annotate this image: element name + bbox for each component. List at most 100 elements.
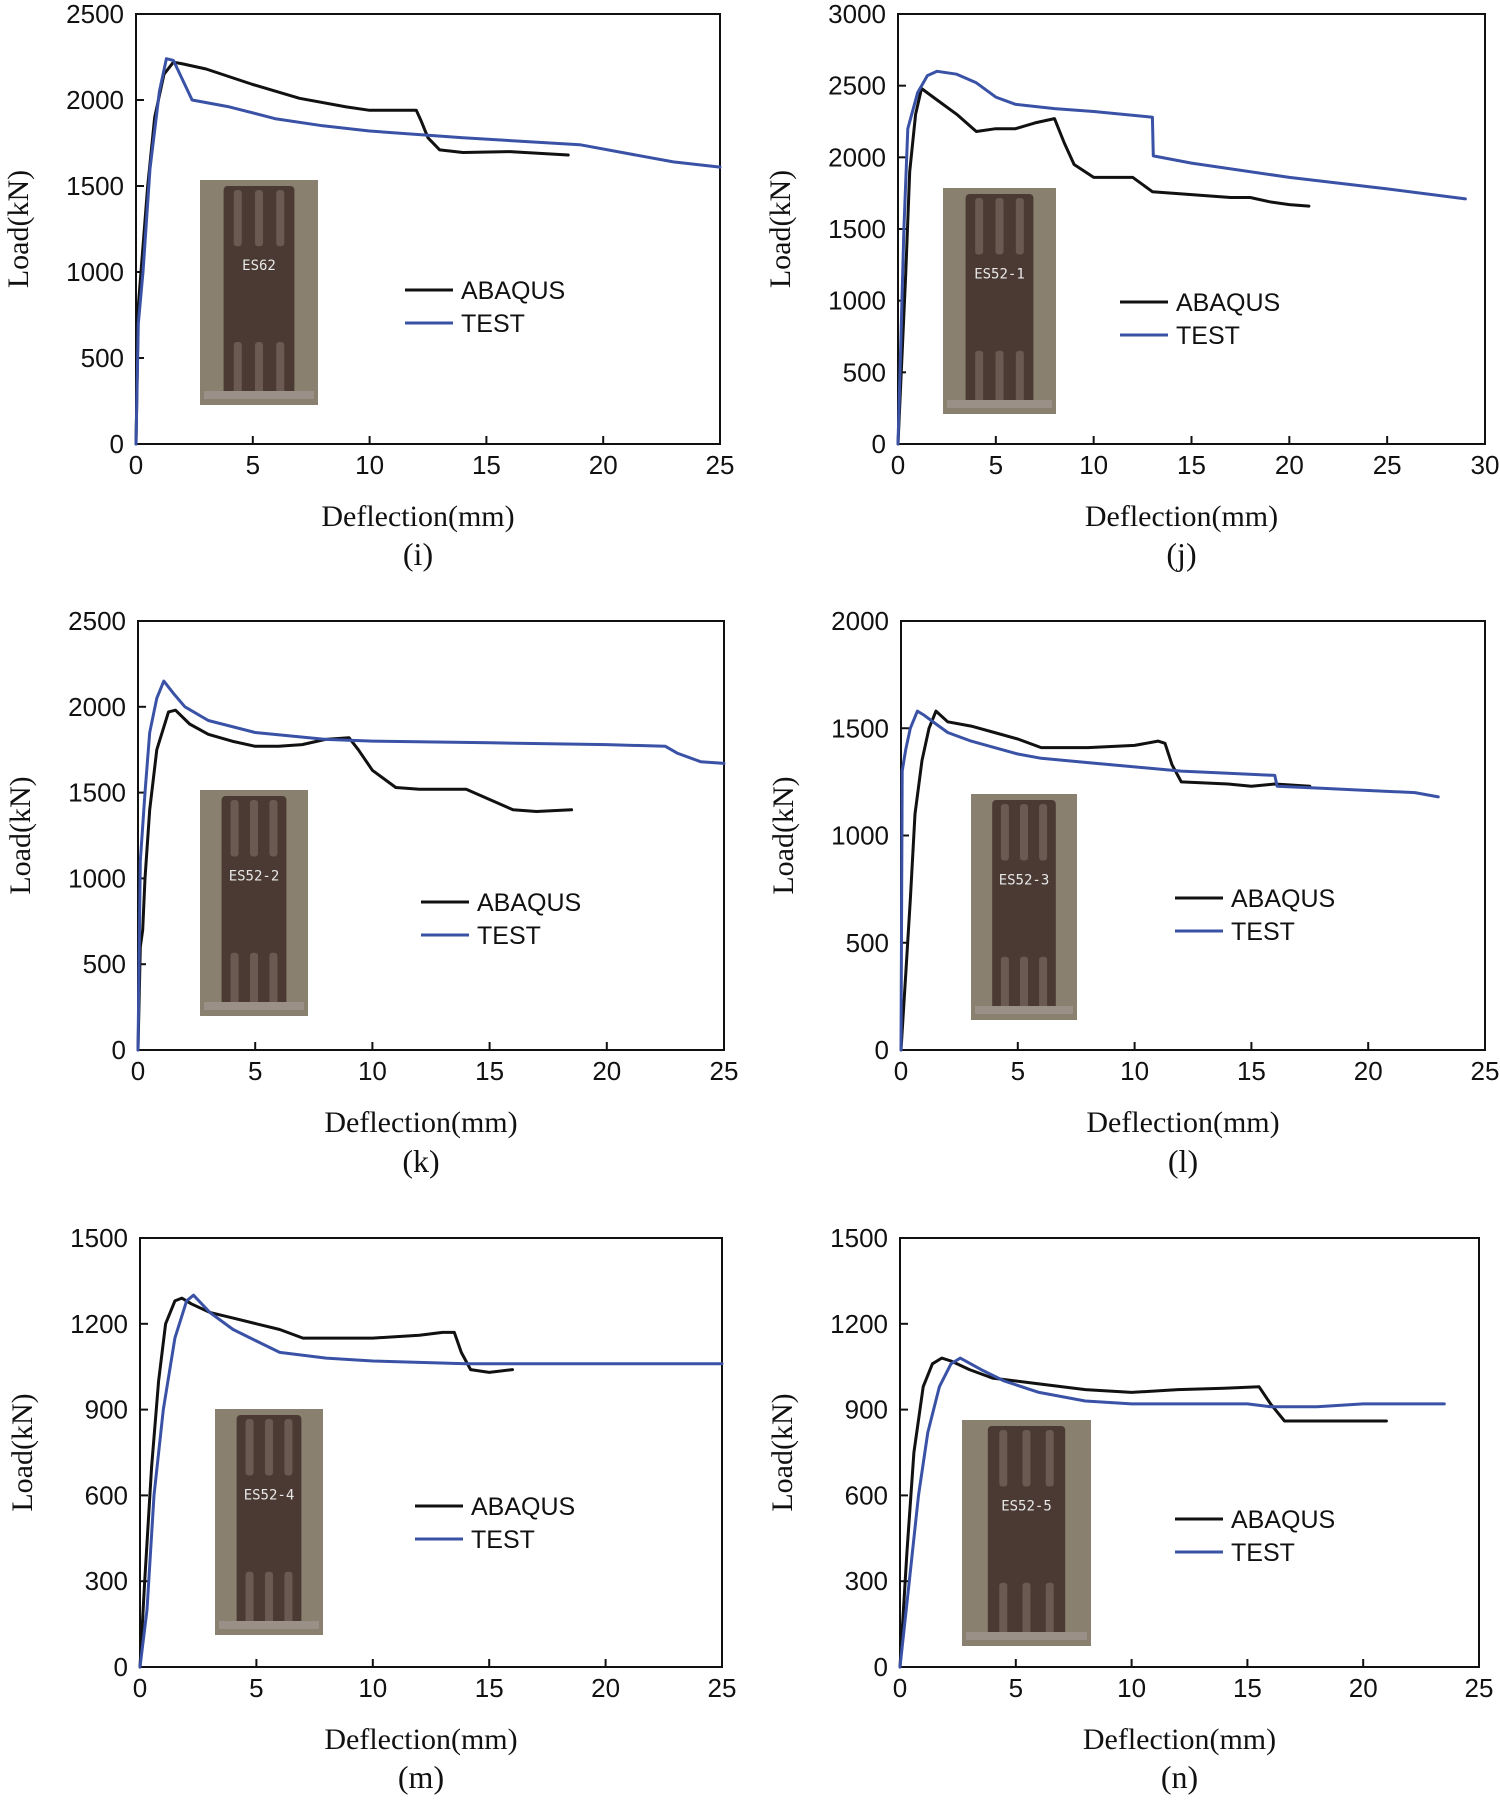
specimen-label: ES52-2 [229, 868, 280, 884]
y-tick-label: 500 [81, 343, 124, 373]
x-tick-label: 0 [129, 450, 143, 480]
y-tick-label: 0 [112, 1035, 126, 1065]
y-tick-label: 500 [843, 357, 886, 387]
shear-stud-bottom [1022, 1582, 1031, 1640]
chart-panel-n: 0 5 10 15 20 25 0 300 600 900 1200 1500 Deflection(m… [766, 1223, 1493, 1795]
x-tick-label: 10 [1117, 1673, 1146, 1703]
shear-stud-bottom [1000, 956, 1009, 1014]
chart-panel-i: 0 5 10 15 20 25 0 500 1000 1500 2000 2500 Deflection… [2, 0, 734, 572]
legend-label-test: TEST [1231, 1539, 1295, 1567]
shear-stud-top [1045, 1430, 1054, 1487]
shear-stud-bottom [1039, 956, 1048, 1014]
y-tick-label: 500 [83, 949, 126, 979]
y-tick-label: 1200 [70, 1309, 128, 1339]
series-line-test [138, 1293, 724, 1669]
shear-stud-bottom [250, 952, 258, 1010]
shear-stud-bottom [255, 342, 263, 399]
x-tick-label: 10 [358, 1056, 387, 1086]
series-line-test [899, 709, 1440, 1052]
y-tick-label: 2500 [828, 71, 886, 101]
legend-label-test: TEST [477, 922, 541, 950]
series-line-abaqus [899, 709, 1312, 1052]
series-line-test [896, 69, 1467, 446]
y-tick-label: 1000 [831, 821, 889, 851]
shear-stud-bottom [1015, 350, 1024, 408]
x-tick-label: 25 [708, 1673, 737, 1703]
shear-stud-top [276, 190, 285, 247]
series-line-abaqus [138, 1296, 514, 1669]
y-axis-title: Load(kN) [766, 1393, 799, 1511]
x-axis-title: Deflection(mm) [324, 1723, 517, 1756]
x-tick-label: 15 [1237, 1056, 1266, 1086]
x-axis-title: Deflection(mm) [1085, 500, 1278, 533]
shear-stud-top [265, 1419, 273, 1476]
base-plate [204, 391, 314, 399]
specimen-label: ES62 [242, 258, 276, 274]
series-line-abaqus [136, 708, 574, 1052]
x-tick-label: 25 [710, 1056, 739, 1086]
x-axis-title: Deflection(mm) [324, 1106, 517, 1139]
specimen-label: ES52-4 [244, 1487, 295, 1503]
specimen-label: ES52-3 [999, 872, 1050, 888]
y-axis-title: Load(kN) [6, 1393, 39, 1511]
legend-label-abaqus: ABAQUS [1231, 1506, 1335, 1534]
x-tick-label: 0 [891, 450, 905, 480]
shear-stud-bottom [1045, 1582, 1054, 1640]
y-tick-label: 2000 [66, 85, 124, 115]
panel-caption: (m) [398, 1759, 444, 1795]
specimen-photo-inset: ES52-1 [943, 188, 1056, 414]
base-plate [947, 400, 1052, 408]
x-tick-label: 30 [1471, 450, 1500, 480]
x-tick-label: 0 [893, 1673, 907, 1703]
shear-stud-bottom [1020, 956, 1028, 1014]
x-tick-label: 20 [1275, 450, 1304, 480]
shear-stud-bottom [233, 342, 242, 399]
shear-stud-bottom [265, 1571, 273, 1629]
x-tick-label: 5 [1011, 1056, 1025, 1086]
x-tick-label: 5 [989, 450, 1003, 480]
series-line-abaqus [896, 87, 1311, 446]
x-tick-label: 20 [1354, 1056, 1383, 1086]
x-tick-label: 20 [591, 1673, 620, 1703]
x-tick-label: 0 [133, 1673, 147, 1703]
shear-stud-top [1020, 804, 1028, 861]
shear-stud-bottom [276, 342, 285, 399]
shear-stud-bottom [284, 1571, 293, 1629]
shear-stud-bottom [999, 1582, 1008, 1640]
panel-caption: (j) [1166, 536, 1196, 572]
x-tick-label: 10 [358, 1673, 387, 1703]
x-tick-label: 20 [592, 1056, 621, 1086]
shear-stud-top [1022, 1430, 1031, 1487]
x-tick-label: 25 [706, 450, 735, 480]
y-axis-title: Load(kN) [2, 170, 35, 288]
x-tick-label: 15 [1233, 1673, 1262, 1703]
y-tick-label: 0 [874, 1652, 888, 1682]
shear-stud-top [245, 1419, 254, 1476]
shear-stud-top [269, 800, 278, 857]
y-tick-label: 2500 [66, 0, 124, 29]
y-axis-title: Load(kN) [764, 170, 797, 288]
series-line-abaqus [898, 1356, 1388, 1669]
x-tick-label: 20 [1349, 1673, 1378, 1703]
y-tick-label: 1500 [66, 171, 124, 201]
x-tick-label: 10 [1079, 450, 1108, 480]
base-plate [219, 1621, 319, 1629]
x-tick-label: 25 [1373, 450, 1402, 480]
chart-panel-k: 0 5 10 15 20 25 0 500 1000 1500 2000 2500 Deflection… [4, 606, 738, 1179]
y-tick-label: 1500 [828, 214, 886, 244]
y-tick-label: 0 [110, 429, 124, 459]
base-plate [966, 1632, 1087, 1640]
y-tick-label: 600 [85, 1480, 128, 1510]
panel-caption: (l) [1168, 1143, 1198, 1179]
x-tick-label: 5 [1009, 1673, 1023, 1703]
y-tick-label: 1500 [831, 713, 889, 743]
x-tick-label: 5 [248, 1056, 262, 1086]
shear-stud-top [1015, 198, 1024, 255]
x-tick-label: 20 [589, 450, 618, 480]
chart-panel-l: 0 5 10 15 20 25 0 500 1000 1500 2000 Deflection(mm)… [767, 606, 1499, 1179]
y-tick-label: 1500 [70, 1223, 128, 1253]
y-tick-label: 0 [872, 429, 886, 459]
shear-stud-top [995, 198, 1004, 255]
legend-label-test: TEST [471, 1526, 535, 1554]
